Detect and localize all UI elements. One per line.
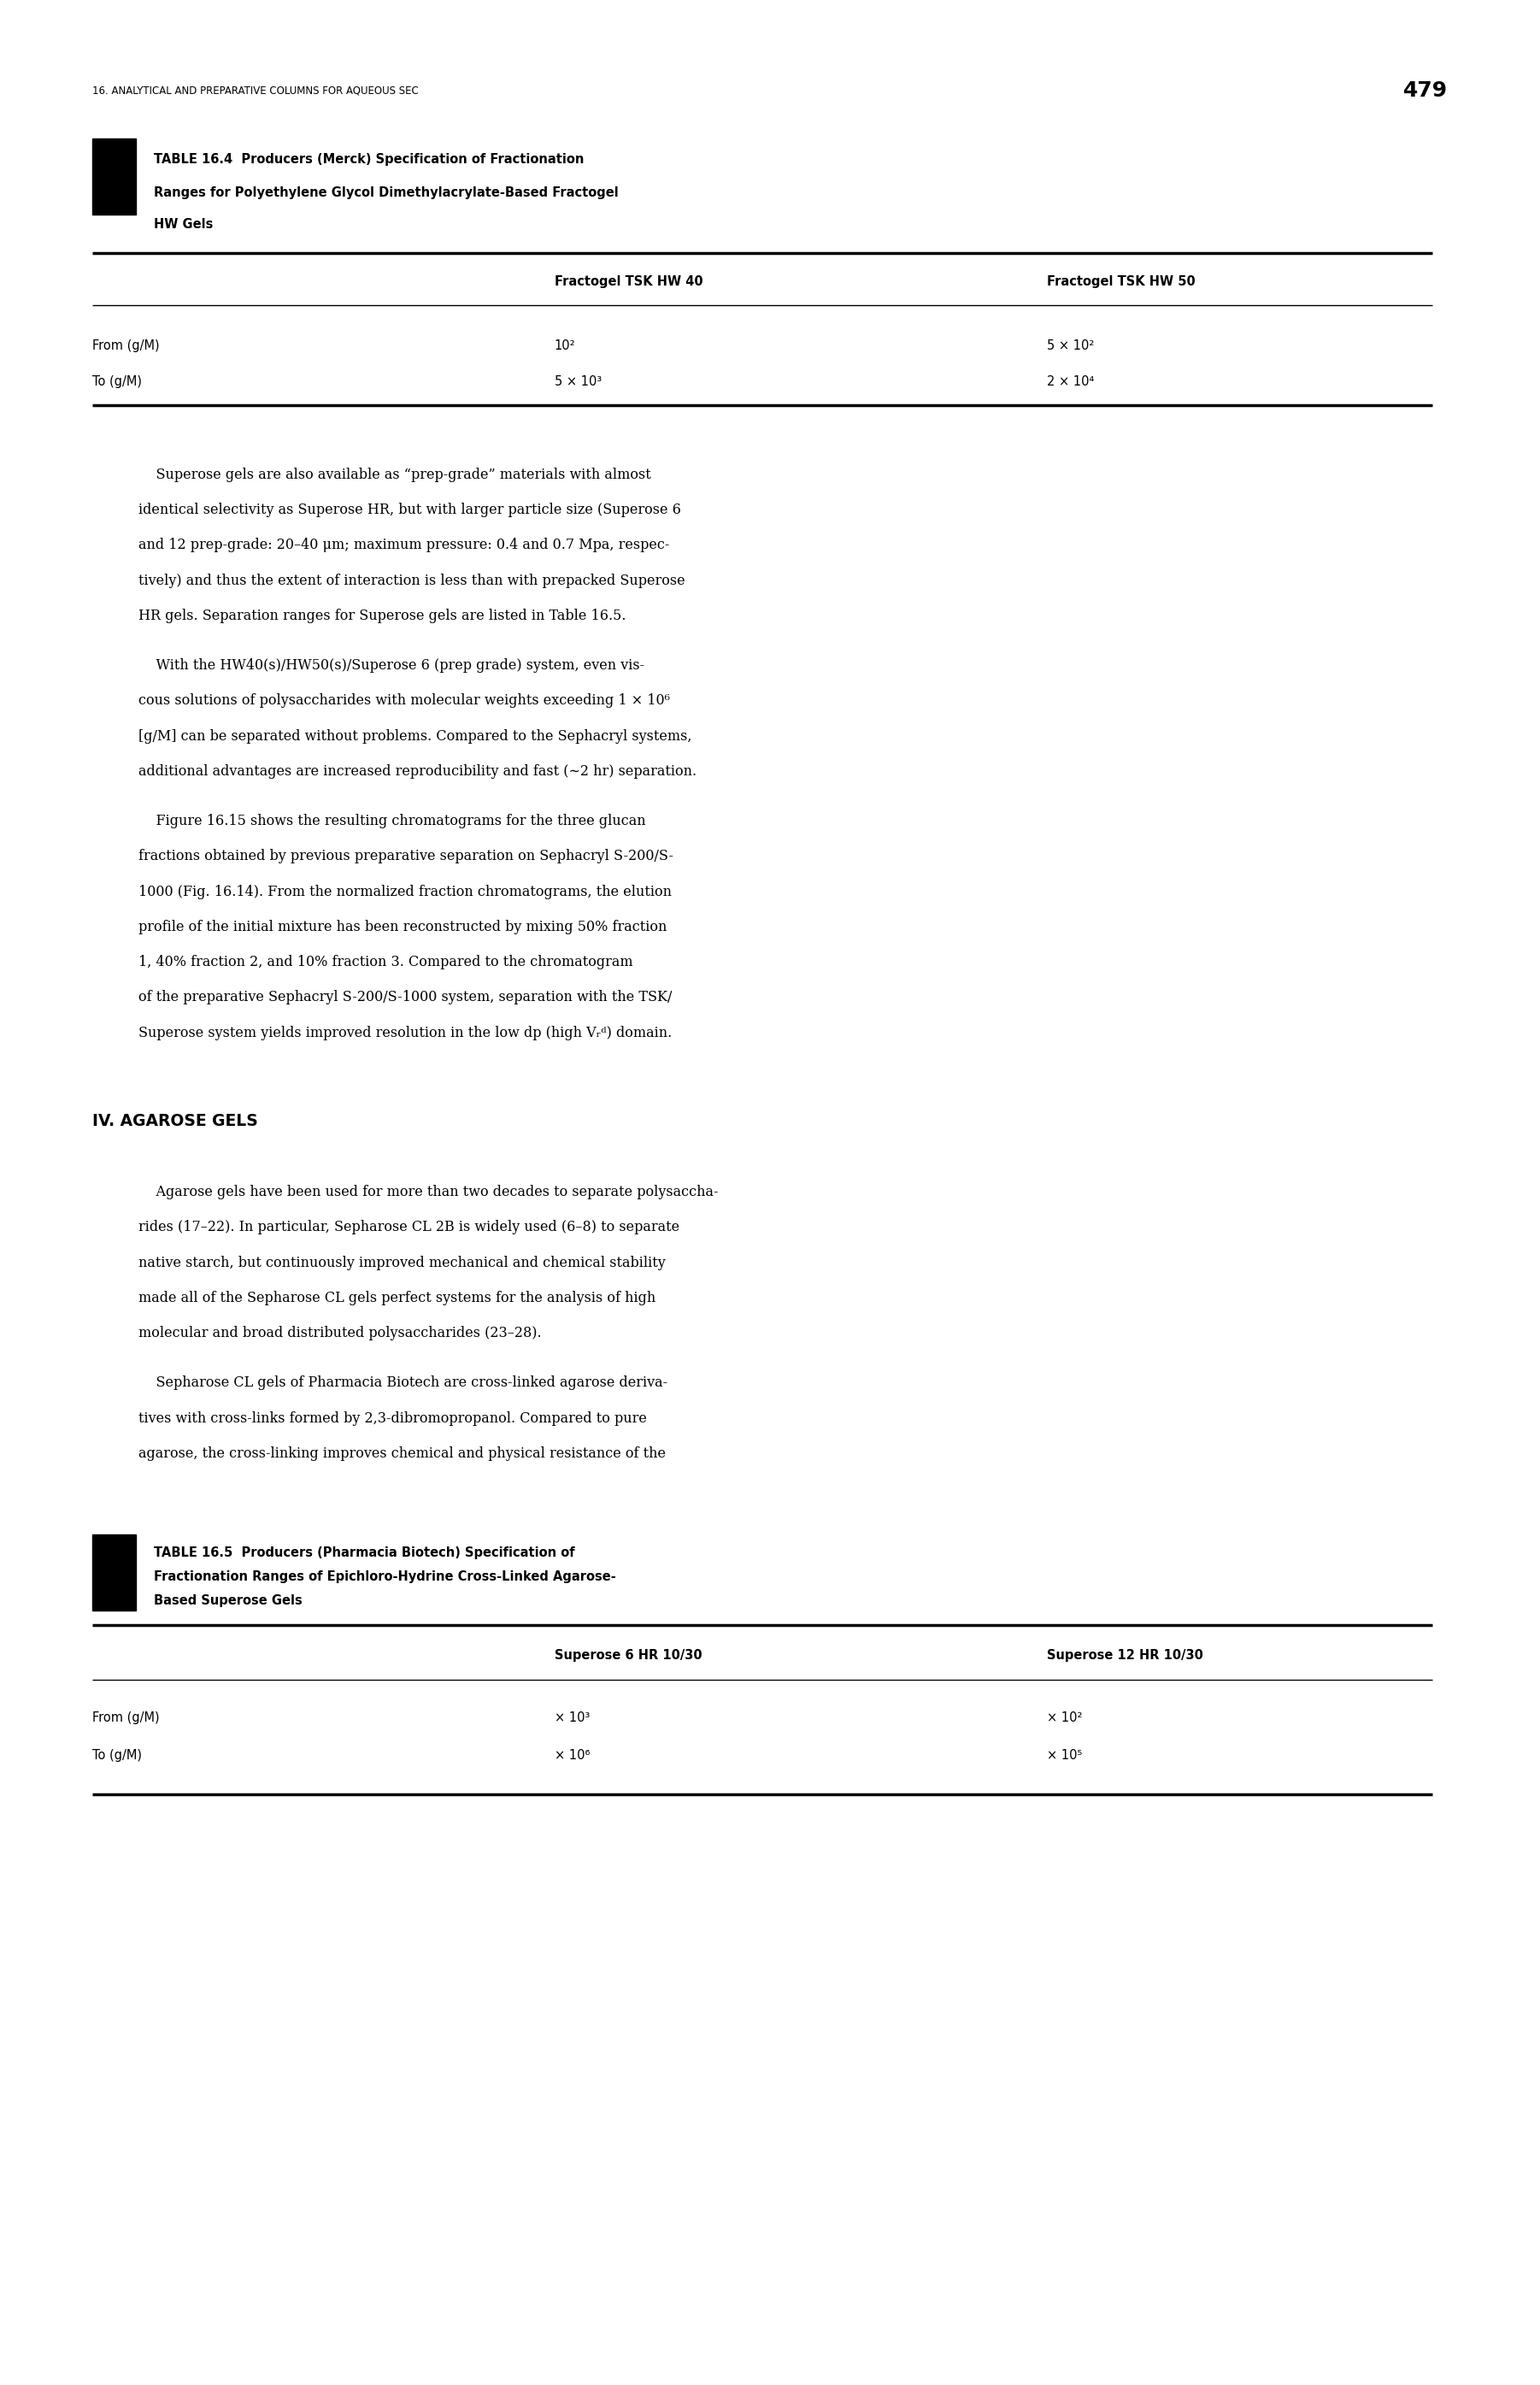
Bar bbox=[92, 138, 136, 215]
Text: Fractogel TSK HW 50: Fractogel TSK HW 50 bbox=[1047, 274, 1195, 289]
Text: × 10³: × 10³ bbox=[554, 1712, 590, 1724]
Text: 16. ANALYTICAL AND PREPARATIVE COLUMNS FOR AQUEOUS SEC: 16. ANALYTICAL AND PREPARATIVE COLUMNS F… bbox=[92, 86, 419, 95]
Text: IV. AGAROSE GELS: IV. AGAROSE GELS bbox=[92, 1114, 259, 1130]
Text: 1000 (Fig. 16.14). From the normalized fraction chromatograms, the elution: 1000 (Fig. 16.14). From the normalized f… bbox=[139, 885, 671, 899]
Text: × 10²: × 10² bbox=[1047, 1712, 1083, 1724]
Text: additional advantages are increased reproducibility and fast (∼2 hr) separation.: additional advantages are increased repr… bbox=[139, 763, 696, 778]
Text: From (g/M): From (g/M) bbox=[92, 1712, 160, 1724]
Text: To (g/M): To (g/M) bbox=[92, 1751, 142, 1763]
Text: Figure 16.15 shows the resulting chromatograms for the three glucan: Figure 16.15 shows the resulting chromat… bbox=[139, 813, 645, 828]
Text: 2 × 10⁴: 2 × 10⁴ bbox=[1047, 374, 1095, 389]
Text: Agarose gels have been used for more than two decades to separate polysaccha-: Agarose gels have been used for more tha… bbox=[139, 1185, 719, 1200]
Text: HW Gels: HW Gels bbox=[154, 217, 213, 231]
Text: of the preparative Sephacryl S-200/S-1000 system, separation with the TSK/: of the preparative Sephacryl S-200/S-100… bbox=[139, 990, 671, 1004]
Text: 1, 40% fraction 2, and 10% fraction 3. Compared to the chromatogram: 1, 40% fraction 2, and 10% fraction 3. C… bbox=[139, 954, 633, 968]
Text: Superose 12 HR 10/30: Superose 12 HR 10/30 bbox=[1047, 1650, 1203, 1662]
Text: 10²: 10² bbox=[554, 339, 576, 353]
Text: tives with cross-links formed by 2,3-dibromopropanol. Compared to pure: tives with cross-links formed by 2,3-dib… bbox=[139, 1412, 647, 1426]
Text: rides (17–22). In particular, Sepharose CL 2B is widely used (6–8) to separate: rides (17–22). In particular, Sepharose … bbox=[139, 1221, 679, 1235]
Text: TABLE 16.4  Producers (Merck) Specification of Fractionation: TABLE 16.4 Producers (Merck) Specificati… bbox=[154, 153, 584, 167]
Text: 479: 479 bbox=[1403, 81, 1448, 100]
Text: With the HW40(s)/HW50(s)/Superose 6 (prep grade) system, even vis-: With the HW40(s)/HW50(s)/Superose 6 (pre… bbox=[139, 658, 645, 673]
Text: Fractogel TSK HW 40: Fractogel TSK HW 40 bbox=[554, 274, 702, 289]
Text: molecular and broad distributed polysaccharides (23–28).: molecular and broad distributed polysacc… bbox=[139, 1326, 542, 1340]
Text: TABLE 16.5  Producers (Pharmacia Biotech) Specification of: TABLE 16.5 Producers (Pharmacia Biotech)… bbox=[154, 1548, 574, 1560]
Text: 5 × 10²: 5 × 10² bbox=[1047, 339, 1095, 353]
Text: Superose system yields improved resolution in the low dp (high Vᵣᵈ) domain.: Superose system yields improved resoluti… bbox=[139, 1026, 671, 1040]
Text: tively) and thus the extent of interaction is less than with prepacked Superose: tively) and thus the extent of interacti… bbox=[139, 572, 685, 587]
Text: Based Superose Gels: Based Superose Gels bbox=[154, 1596, 302, 1607]
Text: Ranges for Polyethylene Glycol Dimethylacrylate-Based Fractogel: Ranges for Polyethylene Glycol Dimethyla… bbox=[154, 186, 619, 200]
Text: made all of the Sepharose CL gels perfect systems for the analysis of high: made all of the Sepharose CL gels perfec… bbox=[139, 1290, 656, 1305]
Text: × 10⁵: × 10⁵ bbox=[1047, 1751, 1083, 1763]
Text: and 12 prep-grade: 20–40 μm; maximum pressure: 0.4 and 0.7 Mpa, respec-: and 12 prep-grade: 20–40 μm; maximum pre… bbox=[139, 539, 670, 553]
Text: × 10⁶: × 10⁶ bbox=[554, 1751, 590, 1763]
Text: Superose gels are also available as “prep-grade” materials with almost: Superose gels are also available as “pre… bbox=[139, 467, 651, 482]
Text: fractions obtained by previous preparative separation on Sephacryl S-200/S-: fractions obtained by previous preparati… bbox=[139, 849, 673, 863]
Text: [g/M] can be separated without problems. Compared to the Sephacryl systems,: [g/M] can be separated without problems.… bbox=[139, 730, 691, 744]
Text: From (g/M): From (g/M) bbox=[92, 339, 160, 353]
Text: Fractionation Ranges of Epichloro-Hydrine Cross-Linked Agarose-: Fractionation Ranges of Epichloro-Hydrin… bbox=[154, 1572, 616, 1584]
Text: HR gels. Separation ranges for Superose gels are listed in Table 16.5.: HR gels. Separation ranges for Superose … bbox=[139, 608, 627, 622]
Text: Superose 6 HR 10/30: Superose 6 HR 10/30 bbox=[554, 1650, 702, 1662]
Text: cous solutions of polysaccharides with molecular weights exceeding 1 × 10⁶: cous solutions of polysaccharides with m… bbox=[139, 694, 670, 708]
Bar bbox=[92, 1534, 136, 1610]
Text: profile of the initial mixture has been reconstructed by mixing 50% fraction: profile of the initial mixture has been … bbox=[139, 921, 667, 935]
Text: native starch, but continuously improved mechanical and chemical stability: native starch, but continuously improved… bbox=[139, 1255, 665, 1269]
Text: agarose, the cross-linking improves chemical and physical resistance of the: agarose, the cross-linking improves chem… bbox=[139, 1445, 665, 1460]
Text: identical selectivity as Superose HR, but with larger particle size (Superose 6: identical selectivity as Superose HR, bu… bbox=[139, 503, 681, 518]
Text: Sepharose CL gels of Pharmacia Biotech are cross-linked agarose deriva-: Sepharose CL gels of Pharmacia Biotech a… bbox=[139, 1376, 668, 1390]
Text: To (g/M): To (g/M) bbox=[92, 374, 142, 389]
Text: 5 × 10³: 5 × 10³ bbox=[554, 374, 602, 389]
